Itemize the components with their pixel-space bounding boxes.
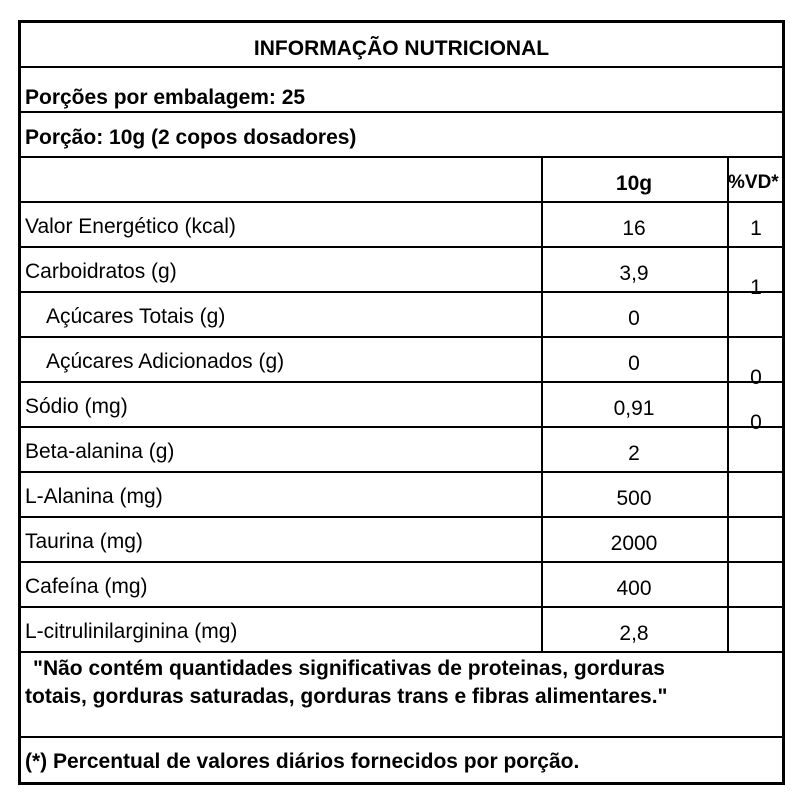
header-row: 10g %VD* (21, 158, 782, 203)
table-row: Carboidratos (g) 3,9 1 (21, 248, 782, 299)
nutrient-dv: 0 (750, 366, 762, 389)
nutrient-amount: 2,8 (619, 622, 649, 645)
table-row: L-citrulinilarginina (mg) 2,8 (21, 608, 782, 653)
nutrient-amount: 0,91 (613, 397, 655, 420)
nutrient-amount: 16 (622, 217, 646, 240)
nutrient-name: Açúcares Totais (g) (46, 305, 226, 328)
table-row: L-Alanina (mg) 500 (21, 473, 782, 518)
nutrient-amount: 2000 (610, 532, 658, 555)
title-row: INFORMAÇÃO NUTRICIONAL (21, 23, 782, 68)
nutrient-amount: 500 (616, 487, 652, 510)
nutrient-name: Taurina (mg) (25, 530, 143, 553)
servings-row: Porções por embalagem: 25 (21, 68, 782, 113)
nutrient-amount: 0 (628, 307, 640, 330)
table-row: Açúcares Adicionados (g) 0 0 (21, 338, 782, 389)
nutrient-amount: 2 (628, 442, 640, 465)
table-row: Beta-alanina (g) 2 (21, 428, 782, 473)
footnote: (*) Percentual de valores diários fornec… (25, 750, 580, 773)
table-row: Sódio (mg) 0,91 0 (21, 383, 782, 434)
table-row: Cafeína (mg) 400 (21, 563, 782, 608)
column-header-amount: 10g (615, 172, 653, 195)
serving-size-row: Porção: 10g (2 copos dosadores) (21, 113, 782, 158)
nutrition-table: INFORMAÇÃO NUTRICIONAL Porções por embal… (18, 20, 785, 785)
servings-per-package: Porções por embalagem: 25 (25, 86, 306, 109)
column-divider (541, 158, 543, 653)
nutrient-name: Cafeína (mg) (25, 575, 148, 598)
nutrient-amount: 400 (616, 577, 652, 600)
column-divider (727, 158, 729, 653)
serving-size: Porção: 10g (2 copos dosadores) (25, 126, 357, 149)
note-line-2: totais, gorduras saturadas, gorduras tra… (25, 685, 668, 708)
table-row: Valor Energético (kcal) 16 1 (21, 203, 782, 248)
nutrient-name: Beta-alanina (g) (25, 440, 175, 463)
note-row: "Não contém quantidades significativas d… (21, 653, 782, 738)
nutrient-name: Açúcares Adicionados (g) (46, 350, 285, 373)
nutrient-amount: 3,9 (619, 262, 649, 285)
note-line-1: "Não contém quantidades significativas d… (33, 657, 665, 680)
nutrient-name: L-citrulinilarginina (mg) (25, 620, 238, 643)
nutrient-amount: 0 (628, 352, 640, 375)
table-row: Açúcares Totais (g) 0 (21, 293, 782, 338)
table-row: Taurina (mg) 2000 (21, 518, 782, 563)
nutrient-name: Carboidratos (g) (25, 260, 177, 283)
nutrient-name: Sódio (mg) (25, 395, 128, 418)
column-header-dv: %VD* (728, 172, 779, 193)
nutrient-dv: 0 (750, 411, 762, 434)
nutrient-dv: 1 (750, 276, 762, 299)
table-title: INFORMAÇÃO NUTRICIONAL (253, 37, 550, 60)
nutrient-dv: 1 (750, 217, 762, 240)
nutrient-name: L-Alanina (mg) (25, 485, 163, 508)
nutrient-name: Valor Energético (kcal) (25, 215, 236, 238)
